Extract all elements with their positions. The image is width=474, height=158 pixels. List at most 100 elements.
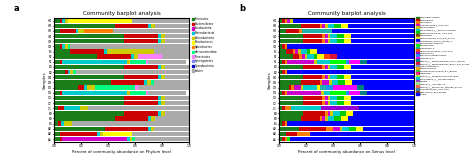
Text: a: a <box>14 4 19 13</box>
Bar <box>314 55 317 59</box>
Bar <box>279 49 286 54</box>
Bar <box>158 96 161 100</box>
Bar <box>279 122 282 126</box>
Bar <box>87 85 95 90</box>
Bar <box>328 39 330 43</box>
Bar <box>76 70 189 74</box>
Bar <box>127 91 129 95</box>
Bar <box>54 101 124 105</box>
Bar <box>145 80 147 85</box>
Bar <box>54 29 60 33</box>
Bar <box>127 137 129 141</box>
Bar <box>319 85 326 90</box>
Bar <box>287 18 290 23</box>
Bar <box>158 111 161 115</box>
Bar <box>330 75 337 79</box>
Bar <box>54 18 60 23</box>
X-axis label: Percent of community abundance on Phylum level: Percent of community abundance on Phylum… <box>72 150 171 154</box>
Bar <box>279 91 282 95</box>
Bar <box>292 106 321 110</box>
Bar <box>333 111 340 115</box>
Bar <box>61 122 64 126</box>
Bar <box>308 55 314 59</box>
Bar <box>317 49 414 54</box>
Bar <box>300 127 326 131</box>
Bar <box>164 39 189 43</box>
Bar <box>325 111 328 115</box>
Bar <box>328 116 334 121</box>
Bar <box>161 34 164 38</box>
Bar <box>322 96 325 100</box>
Bar <box>54 122 58 126</box>
Bar <box>279 44 282 49</box>
Bar <box>330 34 337 38</box>
Bar <box>351 101 414 105</box>
Bar <box>279 132 286 136</box>
Bar <box>54 91 60 95</box>
Bar <box>162 55 189 59</box>
Bar <box>287 44 414 49</box>
Bar <box>303 111 325 115</box>
Bar <box>124 111 158 115</box>
Bar <box>333 127 340 131</box>
Bar <box>322 65 325 69</box>
Bar <box>341 116 348 121</box>
Bar <box>129 137 132 141</box>
Bar <box>337 75 344 79</box>
Bar <box>328 65 330 69</box>
Bar <box>329 80 332 85</box>
Bar <box>151 127 154 131</box>
Bar <box>328 34 330 38</box>
Bar <box>337 65 344 69</box>
Bar <box>80 106 88 110</box>
Bar <box>322 34 325 38</box>
Bar <box>138 55 162 59</box>
Bar <box>353 111 414 115</box>
Bar <box>279 70 282 74</box>
Bar <box>302 55 305 59</box>
Bar <box>284 44 287 49</box>
Bar <box>154 127 189 131</box>
Bar <box>54 70 65 74</box>
Bar <box>303 65 322 69</box>
Bar <box>279 65 303 69</box>
Bar <box>148 24 151 28</box>
Bar <box>328 101 330 105</box>
Bar <box>346 91 349 95</box>
Bar <box>300 29 302 33</box>
Bar <box>279 18 282 23</box>
Bar <box>54 127 105 131</box>
Bar <box>279 60 282 64</box>
Bar <box>161 96 164 100</box>
Bar <box>330 55 337 59</box>
Bar <box>344 75 351 79</box>
Bar <box>279 96 303 100</box>
Bar <box>65 70 68 74</box>
Bar <box>132 137 135 141</box>
Bar <box>88 106 189 110</box>
Bar <box>305 55 308 59</box>
Bar <box>68 70 71 74</box>
Bar <box>303 96 322 100</box>
Bar <box>282 106 284 110</box>
Bar <box>360 60 367 64</box>
Bar <box>72 122 189 126</box>
Bar <box>292 18 414 23</box>
Bar <box>308 49 310 54</box>
Bar <box>310 49 317 54</box>
Bar <box>328 75 330 79</box>
Bar <box>351 65 414 69</box>
Bar <box>290 122 414 126</box>
Bar <box>146 60 148 64</box>
Bar <box>279 80 301 85</box>
Bar <box>54 106 58 110</box>
Bar <box>115 24 148 28</box>
Bar <box>54 85 79 90</box>
Bar <box>124 96 158 100</box>
Bar <box>346 111 353 115</box>
Bar <box>76 29 79 33</box>
Bar <box>322 80 329 85</box>
Bar <box>310 132 414 136</box>
Bar <box>279 75 303 79</box>
Bar <box>95 85 135 90</box>
